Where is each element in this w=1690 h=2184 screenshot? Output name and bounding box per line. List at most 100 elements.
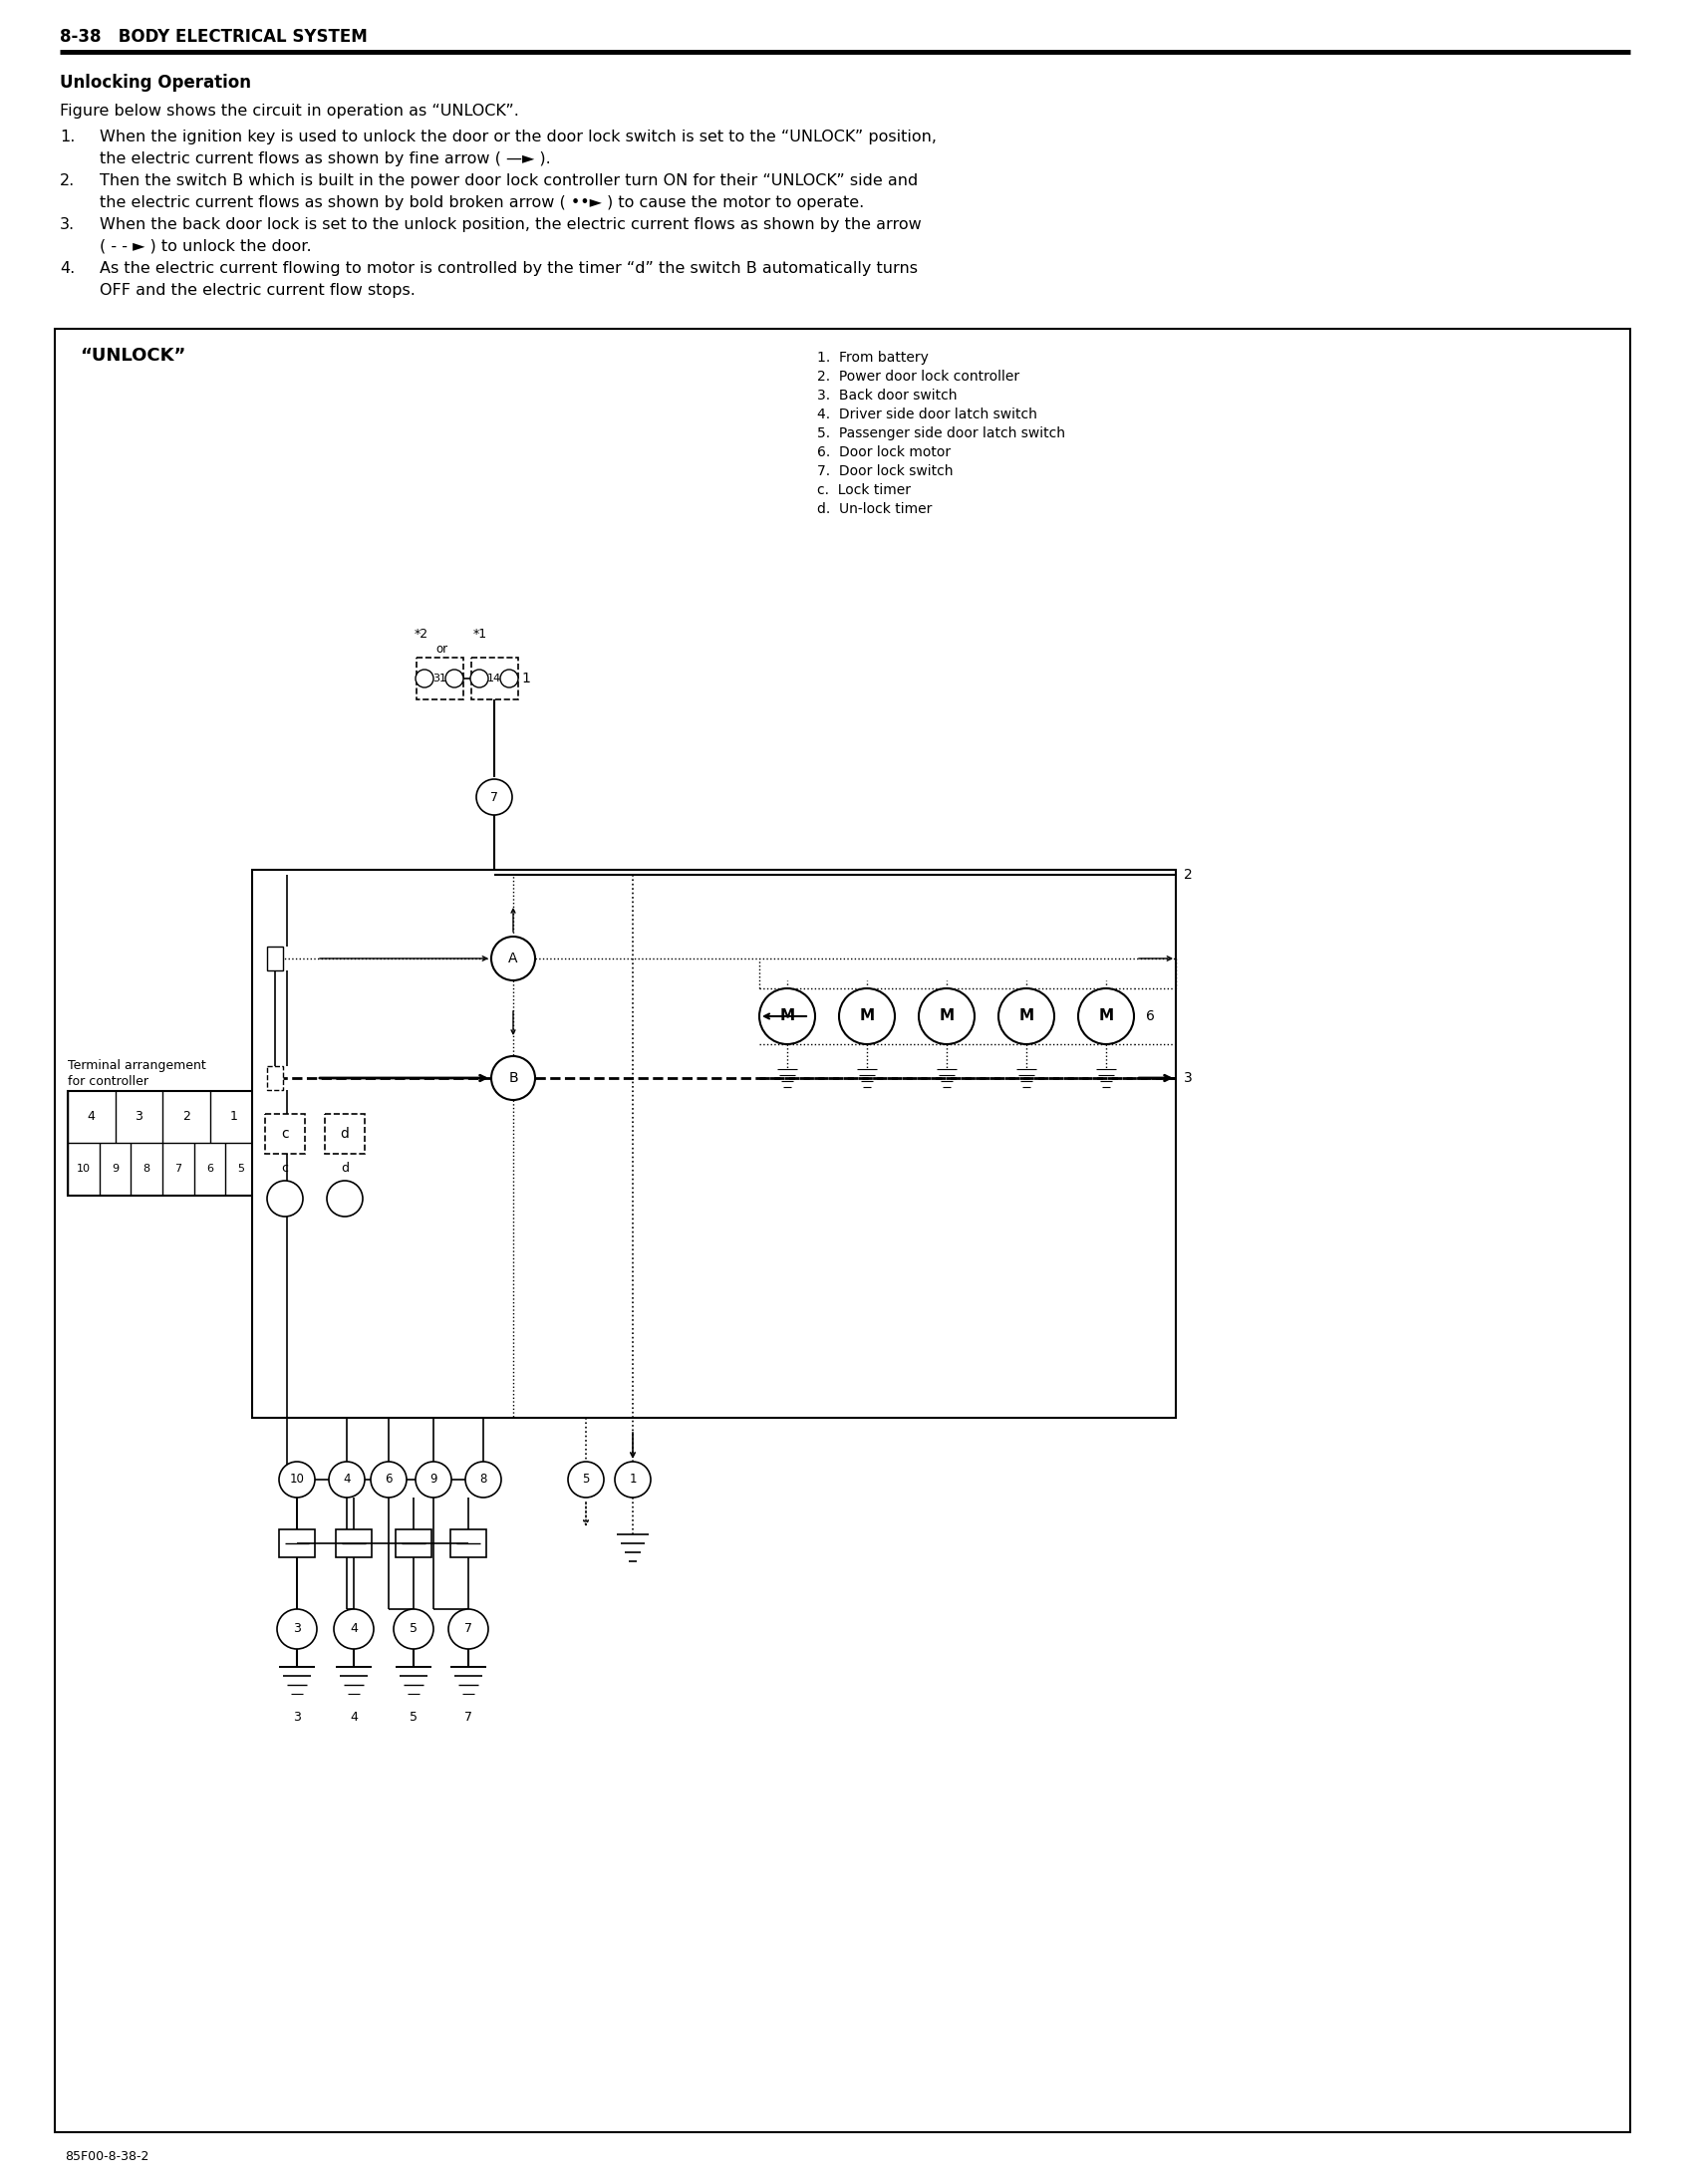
Text: 1.: 1. — [59, 129, 74, 144]
Text: M: M — [860, 1009, 874, 1024]
Text: OFF and the electric current flow stops.: OFF and the electric current flow stops. — [100, 284, 416, 297]
Text: 8: 8 — [144, 1164, 150, 1173]
Text: 2: 2 — [1183, 867, 1193, 882]
Text: 4.: 4. — [59, 262, 74, 275]
Text: c: c — [281, 1127, 289, 1140]
Circle shape — [267, 1182, 303, 1216]
Circle shape — [919, 989, 975, 1044]
Bar — [267, 1066, 282, 1090]
Circle shape — [477, 780, 512, 815]
Text: 7: 7 — [490, 791, 499, 804]
Text: 7: 7 — [465, 1623, 472, 1636]
Circle shape — [470, 670, 488, 688]
Text: 2.  Power door lock controller: 2. Power door lock controller — [816, 369, 1019, 384]
Text: 6: 6 — [385, 1472, 392, 1485]
Bar — [336, 1529, 372, 1557]
Text: Then the switch B which is built in the power door lock controller turn ON for t: Then the switch B which is built in the … — [100, 173, 918, 188]
Text: M: M — [1098, 1009, 1114, 1024]
Circle shape — [416, 670, 433, 688]
Circle shape — [326, 1182, 363, 1216]
Text: 7: 7 — [465, 1710, 472, 1723]
Text: c: c — [282, 1162, 289, 1175]
Circle shape — [330, 1461, 365, 1498]
Text: 1: 1 — [230, 1109, 237, 1123]
Text: 3.: 3. — [59, 216, 74, 232]
Bar — [265, 1114, 304, 1153]
Text: 5: 5 — [409, 1623, 417, 1636]
Text: M: M — [779, 1009, 794, 1024]
Circle shape — [1078, 989, 1134, 1044]
Text: 1.  From battery: 1. From battery — [816, 352, 928, 365]
Text: the electric current flows as shown by bold broken arrow ( ••► ) to cause the mo: the electric current flows as shown by b… — [100, 194, 864, 210]
Bar — [257, 876, 691, 1413]
Text: 9: 9 — [429, 1472, 438, 1485]
Circle shape — [465, 1461, 502, 1498]
Text: the electric current flows as shown by fine arrow ( —► ).: the electric current flows as shown by f… — [100, 151, 551, 166]
Bar — [68, 1092, 257, 1195]
Text: 5: 5 — [238, 1164, 245, 1173]
Text: M: M — [940, 1009, 955, 1024]
Text: When the ignition key is used to unlock the door or the door lock switch is set : When the ignition key is used to unlock … — [100, 129, 936, 144]
Circle shape — [448, 1610, 488, 1649]
Text: 4: 4 — [343, 1472, 350, 1485]
Bar — [395, 1529, 431, 1557]
Text: 4: 4 — [350, 1710, 358, 1723]
Circle shape — [615, 1461, 651, 1498]
Circle shape — [335, 1610, 373, 1649]
Text: *1: *1 — [473, 627, 487, 640]
Text: c.  Lock timer: c. Lock timer — [816, 483, 911, 498]
Text: 5: 5 — [583, 1472, 590, 1485]
Text: 14: 14 — [487, 673, 502, 684]
Text: As the electric current flowing to motor is controlled by the timer “d” the swit: As the electric current flowing to motor… — [100, 262, 918, 275]
Circle shape — [370, 1461, 407, 1498]
Text: 6.  Door lock motor: 6. Door lock motor — [816, 446, 951, 459]
Circle shape — [277, 1610, 318, 1649]
Text: 2.: 2. — [59, 173, 74, 188]
Text: 1: 1 — [629, 1472, 637, 1485]
Circle shape — [568, 1461, 603, 1498]
Bar — [472, 657, 519, 699]
Text: When the back door lock is set to the unlock position, the electric current flow: When the back door lock is set to the un… — [100, 216, 921, 232]
Text: 8: 8 — [480, 1472, 487, 1485]
Text: for controller: for controller — [68, 1075, 149, 1088]
Bar — [54, 330, 1631, 2132]
Text: 2: 2 — [183, 1109, 189, 1123]
Text: 3: 3 — [292, 1623, 301, 1636]
Text: M: M — [1019, 1009, 1034, 1024]
Text: B: B — [509, 1070, 517, 1085]
Circle shape — [279, 1461, 314, 1498]
Circle shape — [500, 670, 519, 688]
Text: 85F00-8-38-2: 85F00-8-38-2 — [64, 2149, 149, 2162]
Text: 10: 10 — [76, 1164, 91, 1173]
Text: d.  Un-lock timer: d. Un-lock timer — [816, 502, 933, 515]
Text: Figure below shows the circuit in operation as “UNLOCK”.: Figure below shows the circuit in operat… — [59, 103, 519, 118]
Circle shape — [446, 670, 463, 688]
Text: A: A — [509, 952, 517, 965]
Text: Terminal arrangement: Terminal arrangement — [68, 1059, 206, 1072]
Bar — [416, 657, 463, 699]
Text: ( - - ► ) to unlock the door.: ( - - ► ) to unlock the door. — [100, 238, 311, 253]
Bar — [267, 946, 282, 970]
Circle shape — [838, 989, 894, 1044]
Text: 9: 9 — [112, 1164, 118, 1173]
Text: 5: 5 — [409, 1710, 417, 1723]
Circle shape — [394, 1610, 433, 1649]
Bar — [451, 1529, 487, 1557]
Text: “UNLOCK”: “UNLOCK” — [79, 347, 186, 365]
Text: or: or — [436, 642, 448, 655]
Text: Unlocking Operation: Unlocking Operation — [59, 74, 252, 92]
Text: 10: 10 — [289, 1472, 304, 1485]
Text: 1: 1 — [521, 670, 531, 686]
Text: 3.  Back door switch: 3. Back door switch — [816, 389, 957, 402]
Text: 6: 6 — [206, 1164, 213, 1173]
Bar — [252, 869, 1176, 1417]
Text: d: d — [340, 1127, 350, 1140]
Text: 31: 31 — [433, 673, 446, 684]
Circle shape — [492, 937, 536, 981]
Text: 5.  Passenger side door latch switch: 5. Passenger side door latch switch — [816, 426, 1065, 441]
Text: 3: 3 — [292, 1710, 301, 1723]
Text: 3: 3 — [135, 1109, 142, 1123]
Circle shape — [759, 989, 815, 1044]
Text: 4: 4 — [88, 1109, 95, 1123]
Circle shape — [999, 989, 1055, 1044]
